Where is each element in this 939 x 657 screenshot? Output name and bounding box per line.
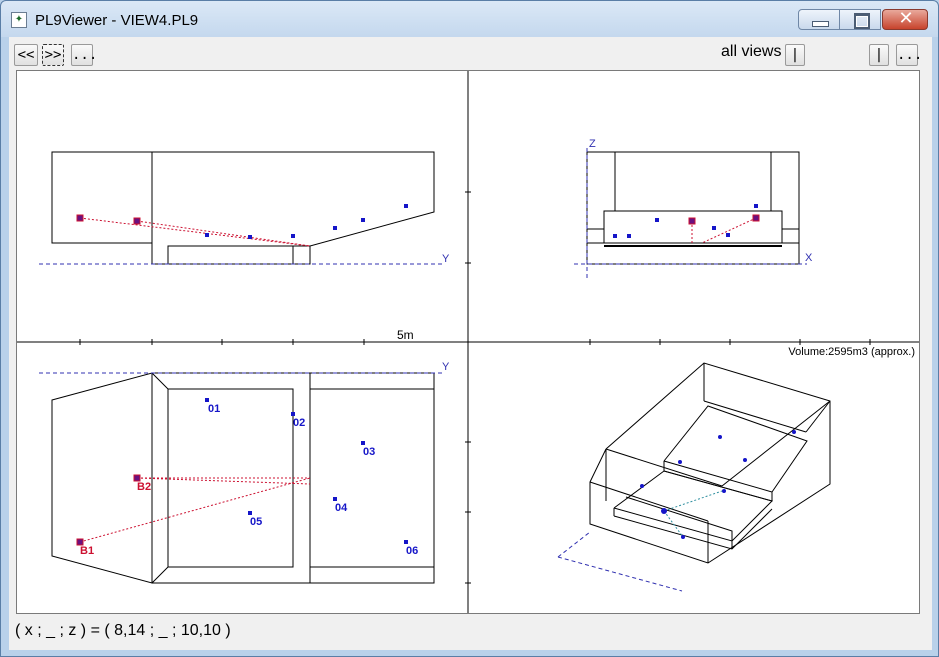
drawing-canvas[interactable]: Y <box>16 70 920 614</box>
view-slider-left-handle[interactable]: | <box>785 44 805 66</box>
minimize-button[interactable] <box>798 9 840 30</box>
plan-view: Y 01 <box>39 361 450 584</box>
more-button[interactable]: ... <box>71 44 97 66</box>
isometric-points <box>640 430 796 539</box>
side-view-points <box>205 204 408 239</box>
front-view: Z X <box>574 138 813 279</box>
views-more-button[interactable]: ... <box>896 44 922 66</box>
coordinate-readout: ( x ; _ ; z ) = ( 8,14 ; _ ; 10,10 ) <box>15 622 231 639</box>
next-button[interactable]: >> <box>42 44 64 66</box>
volume-label: Volume:2595m3 (approx.) <box>788 346 915 358</box>
axis-ticks <box>79 191 871 584</box>
plan-view-points <box>205 398 408 544</box>
app-icon[interactable]: ✦ <box>11 12 27 28</box>
point-label-02: 02 <box>293 417 305 429</box>
minimize-icon <box>812 21 829 27</box>
maximize-button[interactable] <box>839 9 881 30</box>
view-slider-right-handle[interactable]: | <box>869 44 889 66</box>
receiver-label-b2: B2 <box>137 481 151 493</box>
window-title: PL9Viewer - VIEW4.PL9 <box>35 12 199 29</box>
plan-y-axis-label: Y <box>442 361 450 373</box>
point-label-06: 06 <box>406 545 418 557</box>
point-label-05: 05 <box>250 516 262 528</box>
point-label-04: 04 <box>335 502 348 514</box>
close-icon: ✕ <box>898 8 914 29</box>
previous-button[interactable]: << <box>14 44 38 66</box>
views-svg[interactable]: Y <box>17 71 919 613</box>
front-x-axis-label: X <box>805 252 813 264</box>
point-label-03: 03 <box>363 446 375 458</box>
client-area: << >> ... all views | | ... <box>9 37 932 650</box>
front-z-axis-label: Z <box>589 138 596 150</box>
point-label-01: 01 <box>208 403 220 415</box>
scale-label: 5m <box>397 328 414 342</box>
side-y-axis-label: Y <box>442 253 450 265</box>
isometric-view: Volume:2595m3 (approx.) <box>557 346 915 592</box>
maximize-icon <box>854 13 870 29</box>
title-bar[interactable]: ✦ PL9Viewer - VIEW4.PL9 ✕ <box>1 1 938 37</box>
receiver-label-b1: B1 <box>80 545 94 557</box>
side-view: Y <box>39 151 450 342</box>
quadrant-dividers <box>17 71 919 613</box>
views-label: all views <box>721 43 782 60</box>
close-button[interactable]: ✕ <box>882 8 928 30</box>
front-view-points <box>613 204 758 238</box>
